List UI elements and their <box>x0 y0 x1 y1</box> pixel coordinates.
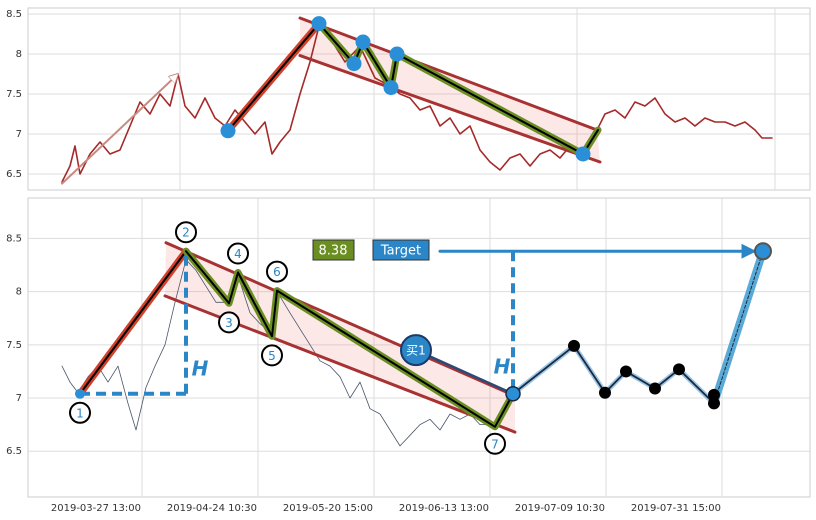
forecast-point <box>599 386 611 399</box>
y-tick-label: 8.5 <box>6 233 22 244</box>
h-label: H <box>494 355 511 379</box>
leg-core <box>227 22 320 132</box>
pivot-label: 6 <box>273 265 281 279</box>
target-box <box>372 239 430 261</box>
pivot-label: 3 <box>225 316 233 330</box>
pivot-label-ring <box>175 221 197 244</box>
pivot-point <box>383 80 399 96</box>
pivot-label: 4 <box>234 247 242 261</box>
forecast-point <box>673 363 685 376</box>
pivot-label-ring <box>261 344 283 367</box>
pivot-point <box>75 388 85 399</box>
pivot-point <box>311 16 327 32</box>
y-tick-label: 8 <box>16 49 22 60</box>
channel-line <box>164 241 517 398</box>
y-tick-label: 7 <box>16 129 22 140</box>
y-tick-label: 7.5 <box>6 89 22 100</box>
buy-label: 买1 <box>406 344 426 358</box>
trend-arrow <box>61 74 178 185</box>
buy-point <box>505 386 521 402</box>
price-line <box>61 25 773 183</box>
channel-line <box>298 54 602 164</box>
h-label: H <box>192 357 209 381</box>
pivot-label-ring <box>218 311 240 334</box>
pivot-point <box>346 56 362 72</box>
buy-marker <box>400 334 432 367</box>
pivot-label: 2 <box>182 226 190 240</box>
x-tick-label: 2019-06-13 13:00 <box>399 503 489 514</box>
x-tick-label: 2019-04-24 10:30 <box>167 503 257 514</box>
y-tick-label: 7 <box>16 393 22 404</box>
pivot-point <box>389 46 405 62</box>
pivot-label: 5 <box>268 349 276 363</box>
price-box <box>312 239 355 261</box>
forecast-point <box>708 397 720 410</box>
zigzag-core <box>185 250 514 428</box>
pivot-label-ring <box>69 401 91 424</box>
price-label: 8.38 <box>319 244 348 259</box>
y-tick-label: 6.5 <box>6 446 22 457</box>
pivot-label: 7 <box>491 437 499 451</box>
forecast-point <box>649 382 661 395</box>
pivot-point <box>355 34 371 50</box>
y-tick-label: 7.5 <box>6 340 22 351</box>
y-tick-label: 6.5 <box>6 169 22 180</box>
forecast-line <box>512 345 715 405</box>
buy-line <box>414 348 515 396</box>
x-tick-label: 2019-07-09 10:30 <box>515 503 605 514</box>
channel-line <box>298 16 599 132</box>
pivot-label: 1 <box>76 406 84 420</box>
x-tick-label: 2019-03-27 13:00 <box>51 503 141 514</box>
pivot-point <box>575 146 591 162</box>
forecast-point <box>568 339 580 352</box>
pivot-label-ring <box>227 242 249 265</box>
target-label: Target <box>380 244 421 259</box>
leg-core <box>79 250 187 395</box>
y-tick-label: 8 <box>16 287 22 298</box>
x-tick-label: 2019-07-31 15:00 <box>631 503 721 514</box>
pivot-label-ring <box>484 432 506 455</box>
target-point <box>754 242 772 261</box>
forecast-point <box>620 365 632 378</box>
x-tick-label: 2019-05-20 15:00 <box>283 503 373 514</box>
target-core <box>713 250 764 404</box>
pivot-point <box>220 123 236 139</box>
y-tick-label: 8.5 <box>6 9 22 20</box>
pivot-label-ring <box>266 260 288 283</box>
forecast-point <box>708 388 720 401</box>
price-line <box>61 259 514 447</box>
